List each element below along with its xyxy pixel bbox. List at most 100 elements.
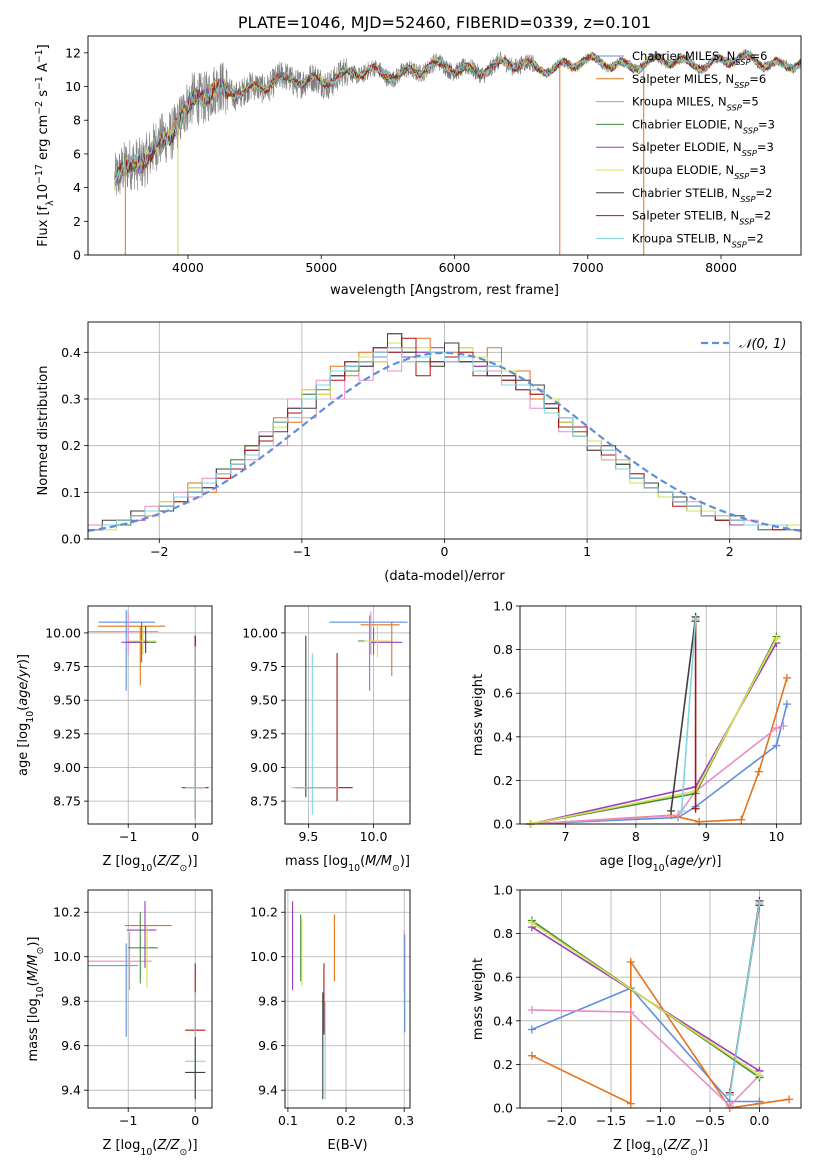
x-tick-label: 0	[191, 1113, 199, 1128]
x-tick-label: 8	[632, 829, 640, 844]
weight-line-0	[531, 987, 760, 1103]
axes-frame	[284, 889, 411, 1109]
normal-curve	[88, 351, 801, 532]
x-tick-label: 0.2	[336, 1113, 356, 1128]
point-marker	[674, 811, 683, 820]
y-tick-label: 0.2	[493, 1057, 513, 1072]
error-cross	[129, 627, 157, 655]
x-tick-label: −1	[293, 544, 311, 559]
y-tick-label: 0.8	[493, 642, 513, 657]
y-tick-label: 9.25	[53, 726, 81, 741]
legend-label: Chabrier STELIB, NSSP=2	[632, 186, 772, 204]
x-tick-label: −1	[119, 1113, 137, 1128]
y-axis-label: Normed distribution	[36, 366, 51, 496]
point-marker	[779, 721, 788, 730]
legend-entry: Chabrier STELIB, NSSP=2	[632, 186, 772, 204]
y-tick-label: 9.50	[250, 693, 278, 708]
x-axis-label: mass [log10(M/M⊙)]	[285, 854, 410, 874]
point-marker	[772, 741, 781, 750]
y-axis-label: age [log10(age/yr)]	[16, 654, 36, 776]
point-marker	[527, 918, 536, 927]
y-tick-label: 0.4	[493, 729, 513, 744]
y-tick-label: 9.00	[250, 760, 278, 775]
y-tick-label: 10.0	[250, 949, 278, 964]
x-axis-label: age [log10(age/yr)]	[599, 854, 721, 874]
x-tick-label: 8000	[705, 260, 737, 275]
x-tick-label: 0.1	[278, 1113, 298, 1128]
age-vs-mass-panel: 9.5 10.0 8.75 9.00 9.25 9.50 9.75 10.00 mass [lo…	[242, 605, 411, 874]
y-tick-label: 0.3	[61, 392, 81, 407]
weight-line-4	[530, 642, 778, 824]
y-tick-label: 12	[65, 45, 81, 60]
residuals-panel: −2 −1 0 1 2 0.0 0.1 0.2 0.3 0.4 𝒩(0, 1) (data-model…	[36, 321, 802, 584]
y-tick-label: 0.4	[61, 345, 81, 360]
massweight-vs-age-panel: 7 8 9 10 0.0 0.2 0.4 0.6 0.8 1.0 age [log10(age/yr…	[471, 599, 802, 874]
point-marker	[725, 1090, 734, 1099]
y-tick-label: 10.00	[45, 625, 81, 640]
point-marker	[785, 1095, 794, 1104]
point-marker	[755, 1099, 764, 1108]
x-tick-label: 0	[191, 829, 199, 844]
y-tick-label: 0.0	[493, 1101, 513, 1116]
legend-entry: Salpeter MILES, NSSP=6	[632, 72, 766, 90]
x-tick-label: −1	[119, 829, 137, 844]
x-axis-label: wavelength [Angstrom, rest frame]	[330, 283, 559, 298]
x-tick-label: 9	[702, 829, 710, 844]
y-tick-label: 1.0	[493, 599, 513, 614]
x-axis-label: (data-model)/error	[384, 569, 505, 584]
y-tick-label: 10.00	[242, 625, 278, 640]
massweight-vs-z-panel: −2.0 −1.5 −1.0 −0.5 0.0 0.0 0.2 0.4 0.6 0.8 1.0 Z […	[471, 883, 802, 1158]
point-marker	[782, 673, 791, 682]
y-tick-label: 0.2	[493, 773, 513, 788]
y-tick-label: 1.0	[493, 883, 513, 898]
x-tick-label: 0.3	[394, 1113, 414, 1128]
y-tick-label: 9.4	[258, 1083, 278, 1098]
model-line-7	[114, 52, 801, 181]
y-axis-label: mass weight	[471, 958, 486, 1040]
point-marker	[695, 817, 704, 826]
y-tick-label: 8	[73, 113, 81, 128]
legend-label: Salpeter ELODIE, NSSP=3	[632, 140, 774, 158]
spectrum-panel: 4000 5000 6000 7000 8000 0 2 4 6 8 10 12 Chabrier MI…	[34, 13, 802, 298]
axes-frame	[284, 605, 411, 825]
y-tick-label: 0.6	[493, 970, 513, 985]
legend-label: Kroupa STELIB, NSSP=2	[632, 231, 764, 249]
y-tick-label: 9.50	[53, 693, 81, 708]
point-marker	[772, 724, 781, 733]
x-tick-label: 5000	[305, 260, 337, 275]
point-marker	[626, 1099, 635, 1108]
x-tick-label: −2	[150, 544, 168, 559]
x-tick-label: 4000	[172, 260, 204, 275]
point-marker	[527, 1005, 536, 1014]
weight-line-5	[531, 922, 760, 1076]
x-axis-label: Z [log10(Z/Z⊙)]	[613, 1138, 708, 1158]
x-tick-label: 2	[726, 544, 734, 559]
x-tick-label: −2.0	[546, 1113, 576, 1128]
point-marker	[626, 957, 635, 966]
legend-entry: Kroupa MILES, NSSP=5	[632, 95, 759, 113]
weight-line-0	[530, 703, 788, 824]
y-tick-label: 8.75	[53, 794, 81, 809]
weight-line-1	[530, 677, 788, 824]
y-tick-label: 9.4	[61, 1083, 81, 1098]
y-tick-label: 9.25	[250, 726, 278, 741]
point-marker	[527, 1051, 536, 1060]
y-tick-label: 0.6	[493, 686, 513, 701]
y-axis-label: Flux [fλ10−17 erg cm−2 s−1 A−1]	[34, 44, 56, 246]
x-axis-label: E(B-V)	[327, 1138, 367, 1153]
point-marker	[755, 1071, 764, 1080]
x-tick-label: 9.5	[298, 829, 318, 844]
axes-frame	[519, 889, 802, 1109]
weight-line-2	[531, 1009, 760, 1107]
error-cross	[364, 624, 391, 658]
legend-label: 𝒩(0, 1)	[739, 337, 786, 352]
y-tick-label: 0.8	[493, 926, 513, 941]
legend-label: Salpeter STELIB, NSSP=2	[632, 209, 771, 227]
legend-label: Kroupa MILES, NSSP=5	[632, 95, 759, 113]
legend-entry: Kroupa ELODIE, NSSP=3	[632, 163, 766, 181]
legend-label: Kroupa ELODIE, NSSP=3	[632, 163, 766, 181]
x-tick-label: −1.5	[596, 1113, 626, 1128]
point-marker	[667, 806, 676, 815]
point-marker	[782, 700, 791, 709]
y-tick-label: 8.75	[250, 794, 278, 809]
